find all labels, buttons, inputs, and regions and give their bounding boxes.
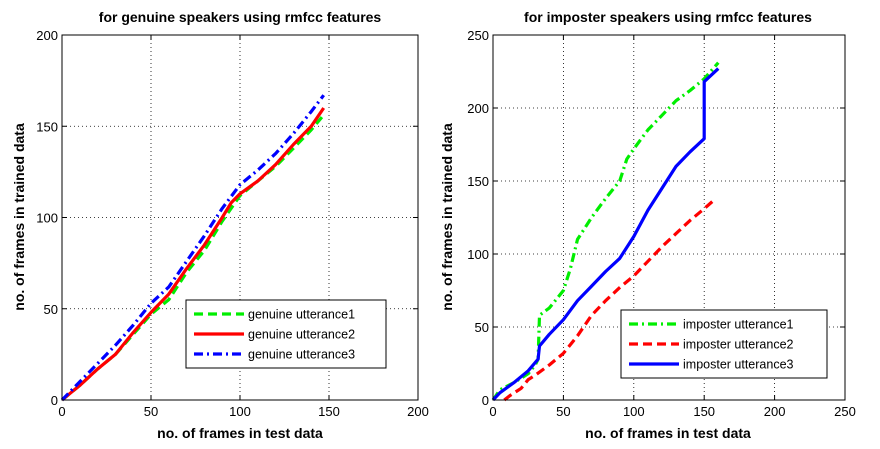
y-tick-label: 150 (36, 119, 58, 134)
x-tick-label: 250 (834, 404, 856, 419)
legend-label: imposter utterance1 (683, 318, 794, 332)
x-tick-label: 100 (623, 404, 645, 419)
y-axis-label: no. of frames in trained data (439, 123, 455, 311)
x-tick-label: 150 (693, 404, 715, 419)
series-line (60, 107, 326, 402)
legend-box (620, 309, 828, 379)
series-line (60, 94, 325, 402)
legend-label: genuine utterance3 (248, 348, 355, 362)
y-tick-label: 0 (482, 393, 489, 408)
x-tick-label: 200 (764, 404, 786, 419)
x-tick-label: 0 (58, 404, 65, 419)
chart-title: for genuine speakers using rmfcc feature… (99, 9, 382, 25)
x-tick-label: 150 (318, 404, 340, 419)
y-axis-label: no. of frames in trained data (11, 123, 27, 311)
legend-label: imposter utterance3 (683, 358, 794, 372)
y-tick-label: 150 (467, 174, 489, 189)
y-tick-label: 0 (51, 393, 58, 408)
series-line (503, 198, 716, 402)
y-tick-label: 250 (467, 28, 489, 43)
x-tick-label: 50 (144, 404, 158, 419)
imposter-speakers-chart: for imposter speakers using rmfcc featur… (439, 9, 856, 441)
series-line (491, 61, 720, 401)
chart-title: for imposter speakers using rmfcc featur… (524, 9, 812, 25)
series-line (491, 67, 720, 402)
y-tick-label: 50 (475, 320, 489, 335)
series-line (60, 116, 324, 402)
axes-frame (492, 34, 846, 401)
y-tick-label: 200 (467, 101, 489, 116)
y-tick-label: 100 (467, 247, 489, 262)
x-tick-label: 0 (489, 404, 496, 419)
legend: imposter utterance1 imposter utterance2 im… (620, 309, 828, 379)
x-tick-label: 100 (229, 404, 251, 419)
legend-label: imposter utterance2 (683, 338, 794, 352)
x-tick-label: 200 (407, 404, 429, 419)
legend-label: genuine utterance2 (248, 328, 355, 342)
legend: genuine utterance1 genuine utterance2 genu… (185, 299, 387, 369)
y-tick-label: 50 (44, 302, 58, 317)
y-tick-label: 200 (36, 28, 58, 43)
genuine-speakers-chart: for genuine speakers using rmfcc feature… (11, 9, 429, 441)
y-tick-label: 100 (36, 211, 58, 226)
x-tick-label: 50 (556, 404, 570, 419)
legend-label: genuine utterance1 (248, 308, 355, 322)
x-axis-label: no. of frames in test data (157, 425, 323, 441)
x-axis-label: no. of frames in test data (585, 425, 751, 441)
